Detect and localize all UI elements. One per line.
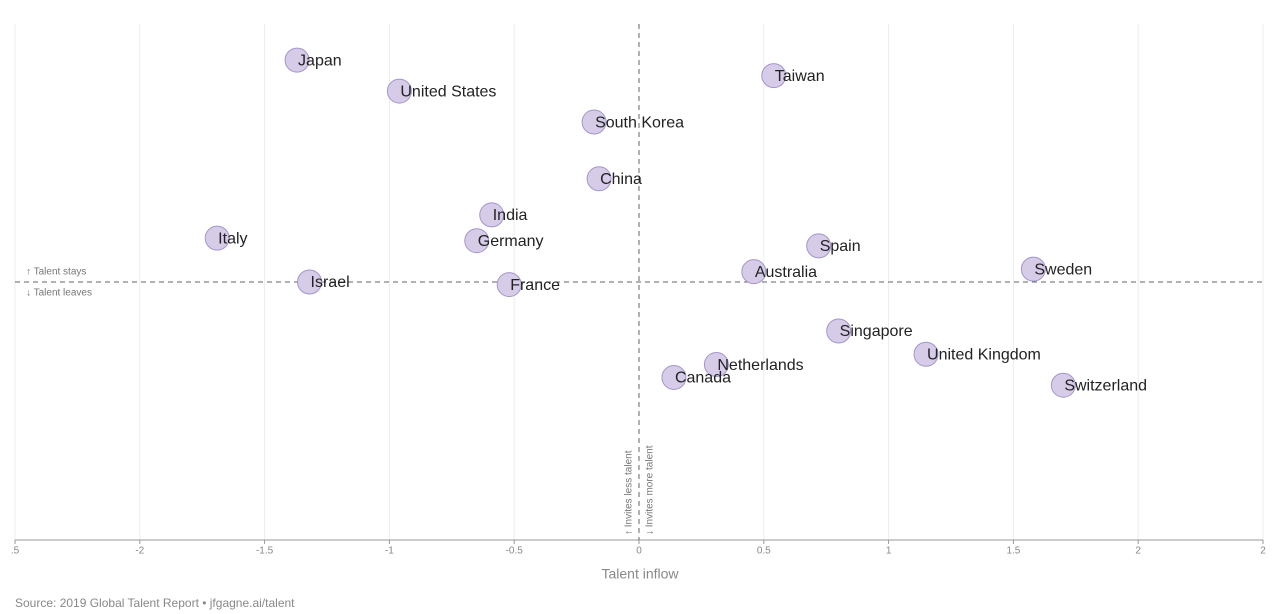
point bbox=[661, 364, 687, 390]
point-label: Sweden bbox=[1034, 261, 1092, 278]
point bbox=[586, 166, 612, 192]
point bbox=[479, 202, 505, 228]
point bbox=[703, 352, 729, 378]
point bbox=[496, 272, 522, 298]
point bbox=[1050, 372, 1076, 398]
point-label: Switzerland bbox=[1064, 377, 1147, 394]
point bbox=[297, 269, 323, 295]
x-axis-label: Talent inflow bbox=[601, 566, 679, 582]
point-label: Israel bbox=[311, 274, 350, 291]
x-tick-label: 1 bbox=[886, 546, 892, 557]
point-label: United States bbox=[400, 83, 496, 100]
point bbox=[284, 47, 310, 73]
point bbox=[913, 341, 939, 367]
point bbox=[806, 233, 832, 259]
annotation: ↓ Talent leaves bbox=[26, 288, 92, 299]
point-label: Japan bbox=[298, 52, 342, 69]
point-label: Netherlands bbox=[717, 357, 803, 374]
x-tick-label: -0.5 bbox=[506, 546, 524, 557]
point-label: India bbox=[493, 207, 528, 224]
point-label: Germany bbox=[478, 233, 544, 250]
x-tick-label: 0 bbox=[636, 546, 642, 557]
source: Source: 2019 Global Talent Report • jfga… bbox=[15, 596, 295, 610]
point bbox=[761, 63, 787, 89]
point-label: United Kingdom bbox=[927, 346, 1041, 363]
point-label: France bbox=[510, 277, 560, 294]
x-tick-label: 2 bbox=[1135, 546, 1141, 557]
x-tick-label: -1.5 bbox=[256, 546, 274, 557]
point bbox=[741, 259, 767, 285]
point bbox=[204, 225, 230, 251]
point bbox=[464, 228, 490, 254]
annotation: ↑ Invites less talent bbox=[624, 450, 635, 535]
point bbox=[386, 78, 412, 104]
point-label: China bbox=[600, 171, 642, 188]
point-label: Italy bbox=[218, 230, 247, 247]
point bbox=[826, 318, 852, 344]
point-label: Australia bbox=[755, 264, 817, 281]
point-label: South Korea bbox=[595, 114, 684, 131]
point bbox=[1020, 256, 1046, 282]
x-tick-label: -1 bbox=[385, 546, 394, 557]
x-tick-label: -2 bbox=[135, 546, 144, 557]
point bbox=[581, 109, 607, 135]
x-tick-label: 0.5 bbox=[757, 546, 771, 557]
x-tick-label: .5 bbox=[11, 546, 20, 557]
annotation: ↑ Talent stays bbox=[26, 267, 86, 278]
x-tick-label: 1.5 bbox=[1006, 546, 1020, 557]
x-tick-label: 2 bbox=[1260, 546, 1266, 557]
point-label: Canada bbox=[675, 370, 731, 387]
point-label: Singapore bbox=[840, 323, 913, 340]
annotation: ↓ Invites more talent bbox=[645, 445, 656, 535]
point-label: Spain bbox=[820, 238, 861, 255]
point-label: Taiwan bbox=[775, 68, 825, 85]
